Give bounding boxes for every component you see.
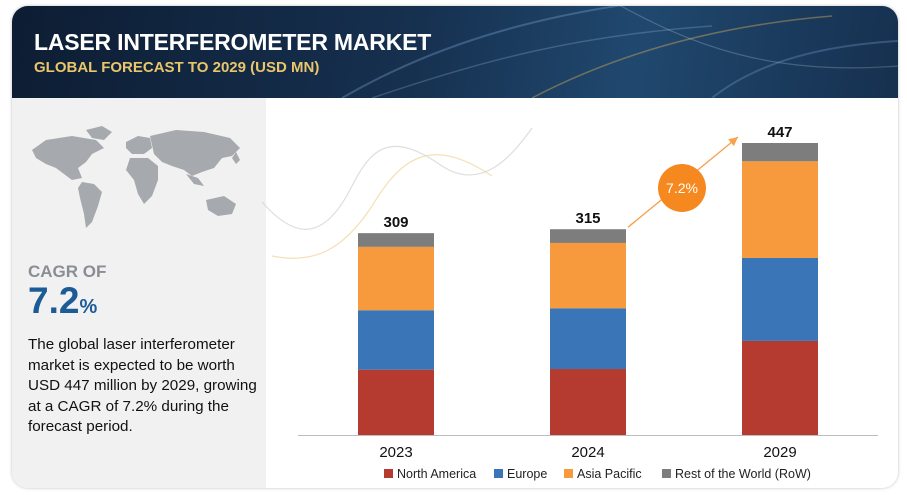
infographic-card: LASER INTERFEROMETER MARKET GLOBAL FOREC… (12, 6, 898, 488)
total-label-2024: 315 (575, 210, 600, 227)
bar-segment-asia-pacific-2024 (550, 242, 626, 309)
world-map-icon (32, 126, 240, 228)
page-title: LASER INTERFEROMETER MARKET (34, 29, 432, 55)
bar-segment-europe-2023 (358, 310, 434, 370)
legend-label-rest-of-the-world-row: Rest of the World (RoW) (675, 467, 811, 481)
decorative-swoosh (271, 154, 493, 259)
bar-segment-rest-of-the-world-row-2023 (358, 233, 434, 247)
decorative-swoosh (261, 127, 533, 230)
bar-segment-north-america-2024 (550, 369, 626, 435)
bar-segment-asia-pacific-2023 (358, 246, 434, 311)
bar-segment-europe-2029 (742, 257, 818, 341)
cagr-label: CAGR OF (28, 262, 107, 281)
x-tick-label-2029: 2029 (763, 444, 796, 461)
x-tick-label-2023: 2023 (379, 444, 412, 461)
legend-swatch-europe (494, 469, 503, 478)
light-streaks-decoration (341, 6, 898, 98)
cagr-bubble (658, 164, 706, 212)
bar-segment-asia-pacific-2029 (742, 161, 818, 258)
total-label-2029: 447 (767, 124, 792, 141)
header-banner: LASER INTERFEROMETER MARKET GLOBAL FOREC… (12, 6, 898, 98)
stacked-bar-chart: 309 2023 315 2024 447 2029 7.2% North America Eu… (261, 124, 878, 481)
left-panel: CAGR OF 7.2% The global laser interferom… (12, 98, 266, 488)
legend-swatch-north-america (384, 469, 393, 478)
legend-swatch-rest-of-the-world-row (662, 469, 671, 478)
total-label-2023: 309 (383, 214, 408, 231)
cagr-unit: % (79, 296, 98, 318)
cagr-arrow-head (728, 137, 738, 147)
page-subtitle: GLOBAL FORECAST TO 2029 (USD MN) (34, 59, 320, 76)
bar-segment-europe-2024 (550, 308, 626, 370)
legend-label-europe: Europe (507, 467, 547, 481)
bar-segment-north-america-2023 (358, 369, 434, 435)
legend-label-north-america: North America (397, 467, 476, 481)
x-tick-label-2024: 2024 (571, 444, 604, 461)
cagr-value: 7.2% (28, 280, 97, 322)
bar-segment-rest-of-the-world-row-2024 (550, 229, 626, 243)
legend-label-asia-pacific: Asia Pacific (577, 467, 642, 481)
cagr-bubble-label: 7.2% (666, 180, 698, 196)
legend-swatch-asia-pacific (564, 469, 573, 478)
bar-segment-rest-of-the-world-row-2029 (742, 143, 818, 162)
bar-segment-north-america-2029 (742, 340, 818, 435)
market-summary-text: The global laser interferometer market i… (28, 336, 257, 435)
cagr-number: 7.2 (28, 280, 80, 321)
